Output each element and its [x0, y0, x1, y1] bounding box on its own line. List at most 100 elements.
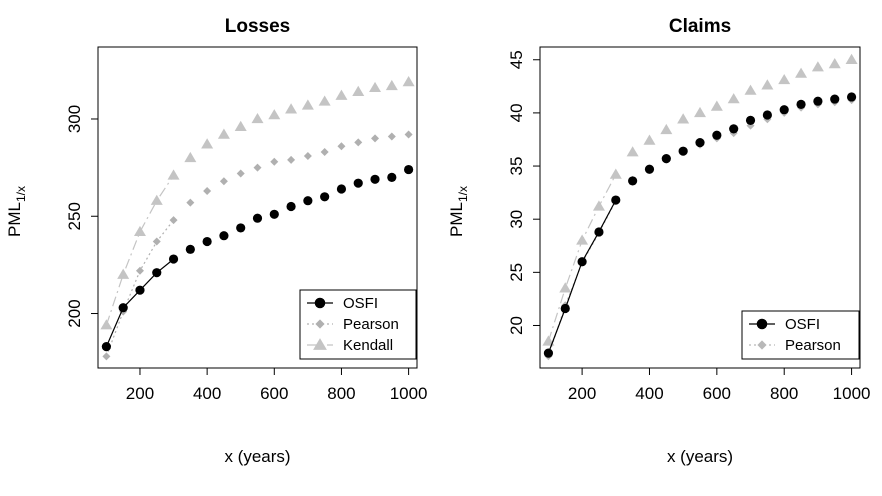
data-point-osfi [152, 268, 162, 278]
data-point-kendall [744, 84, 757, 95]
data-point-osfi [779, 105, 789, 115]
data-point-kendall [352, 85, 365, 96]
data-point-pearson [203, 186, 212, 195]
data-point-kendall [677, 113, 690, 124]
data-point-kendall [778, 73, 791, 85]
data-point-kendall [251, 112, 264, 124]
data-point-kendall [385, 79, 398, 91]
chart-panel-losses: Losses 200 400 600 800 1000 x (years) 200 250 300… [5, 16, 428, 466]
data-point-kendall [369, 81, 382, 93]
data-point-kendall [845, 53, 858, 64]
y-tick-label: 45 [507, 50, 526, 69]
data-point-osfi [236, 223, 246, 233]
data-point-kendall [201, 138, 214, 149]
data-point-osfi [336, 184, 347, 194]
x-tick-label: 200 [126, 384, 154, 403]
data-point-pearson [102, 352, 111, 361]
data-point-osfi [202, 236, 212, 247]
legend-marker-kendall [313, 338, 327, 350]
data-point-osfi [370, 174, 380, 184]
y-axis-label-main: PML [447, 202, 466, 237]
data-point-pearson [135, 266, 144, 275]
data-point-pearson [253, 163, 262, 172]
data-point-kendall [643, 134, 656, 145]
chart-panel-claims: Claims 200 400 600 800 1000 x (years) 20 25 30 35 4… [447, 16, 870, 466]
data-point-kendall [811, 61, 824, 72]
x-tick-label: 600 [260, 384, 288, 403]
data-point-osfi [353, 178, 363, 188]
y-tick-label: 20 [507, 316, 526, 335]
data-point-osfi [219, 231, 229, 241]
data-point-kendall [167, 169, 180, 180]
data-point-osfi [813, 96, 823, 106]
y-tick-label: 250 [65, 202, 84, 230]
data-point-osfi [762, 110, 772, 120]
data-point-osfi [577, 257, 587, 267]
data-point-kendall [335, 89, 348, 100]
series-kendall [542, 53, 858, 346]
data-point-pearson [270, 157, 279, 166]
y-tick-label: 25 [507, 263, 526, 282]
data-point-kendall [609, 168, 622, 179]
x-tick-label: 800 [327, 384, 355, 403]
data-point-osfi [729, 124, 739, 134]
data-point-pearson [186, 198, 195, 207]
data-point-kendall [626, 146, 639, 157]
data-point-osfi [404, 164, 414, 175]
x-tick-label: 800 [770, 384, 798, 403]
data-point-pearson [354, 138, 363, 147]
x-tick-label: 1000 [833, 384, 871, 403]
data-point-kendall [761, 79, 774, 90]
data-point-pearson [236, 169, 245, 178]
data-point-pearson [337, 142, 346, 151]
chart-title: Losses [225, 16, 290, 37]
data-point-osfi [661, 154, 671, 164]
data-point-kendall [694, 106, 706, 118]
data-point-osfi [303, 196, 313, 206]
data-point-osfi [252, 213, 263, 223]
data-point-kendall [117, 268, 130, 279]
data-point-kendall [592, 200, 605, 211]
data-point-osfi [745, 115, 756, 125]
data-point-osfi [628, 176, 638, 186]
legend-label-pearson: Pearson [785, 337, 841, 354]
legend: OSFI Pearson Kendall [299, 289, 417, 360]
x-axis-label: x (years) [667, 447, 733, 466]
data-point-kendall [100, 319, 113, 330]
x-axis-label: x (years) [224, 447, 290, 466]
series-line-osfi [547, 199, 617, 354]
data-point-kendall [184, 151, 197, 163]
data-point-osfi [286, 201, 296, 212]
data-point-kendall [727, 93, 740, 104]
legend-marker-osfi [314, 297, 326, 309]
y-axis-label-subscript: 1/x [456, 186, 470, 202]
legend-marker-pearson [757, 340, 767, 350]
y-tick-label: 300 [65, 105, 84, 133]
x-tick-label: 600 [703, 384, 731, 403]
data-point-osfi [185, 244, 195, 254]
data-point-osfi [269, 209, 279, 219]
data-point-osfi [387, 172, 397, 182]
x-tick-label: 1000 [390, 384, 428, 403]
data-point-kendall [795, 67, 808, 78]
data-point-kendall [150, 194, 163, 205]
data-point-osfi [135, 285, 145, 295]
data-point-pearson [287, 155, 296, 164]
y-axis-label: PML1/x [5, 186, 28, 237]
y-tick-label: 200 [65, 299, 84, 327]
data-point-pearson [320, 148, 329, 157]
y-axis-label: PML1/x [447, 186, 470, 237]
data-point-osfi [846, 92, 857, 102]
data-point-pearson [404, 130, 413, 139]
legend-marker-osfi [756, 318, 768, 330]
data-point-osfi [118, 303, 128, 313]
y-axis-label-subscript: 1/x [14, 186, 28, 202]
data-point-kendall [542, 335, 555, 346]
data-point-pearson [387, 132, 396, 141]
data-point-kendall [301, 99, 314, 110]
data-point-kendall [234, 120, 247, 131]
x-tick-label: 400 [635, 384, 663, 403]
chart-title: Claims [669, 16, 731, 37]
data-point-kendall [402, 76, 415, 87]
data-point-osfi [712, 130, 722, 140]
